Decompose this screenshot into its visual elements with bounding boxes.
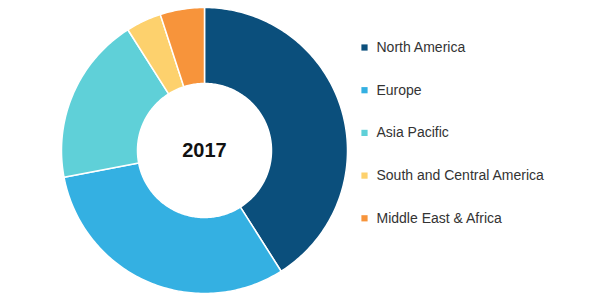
svg-text:Europe: Europe (377, 82, 422, 98)
svg-text:Middle East & Africa: Middle East & Africa (377, 210, 502, 226)
svg-text:Asia Pacific: Asia Pacific (377, 124, 449, 140)
svg-text:North America: North America (377, 39, 466, 55)
svg-text:South and Central America: South and Central America (377, 167, 545, 183)
svg-text:2017: 2017 (182, 139, 227, 161)
